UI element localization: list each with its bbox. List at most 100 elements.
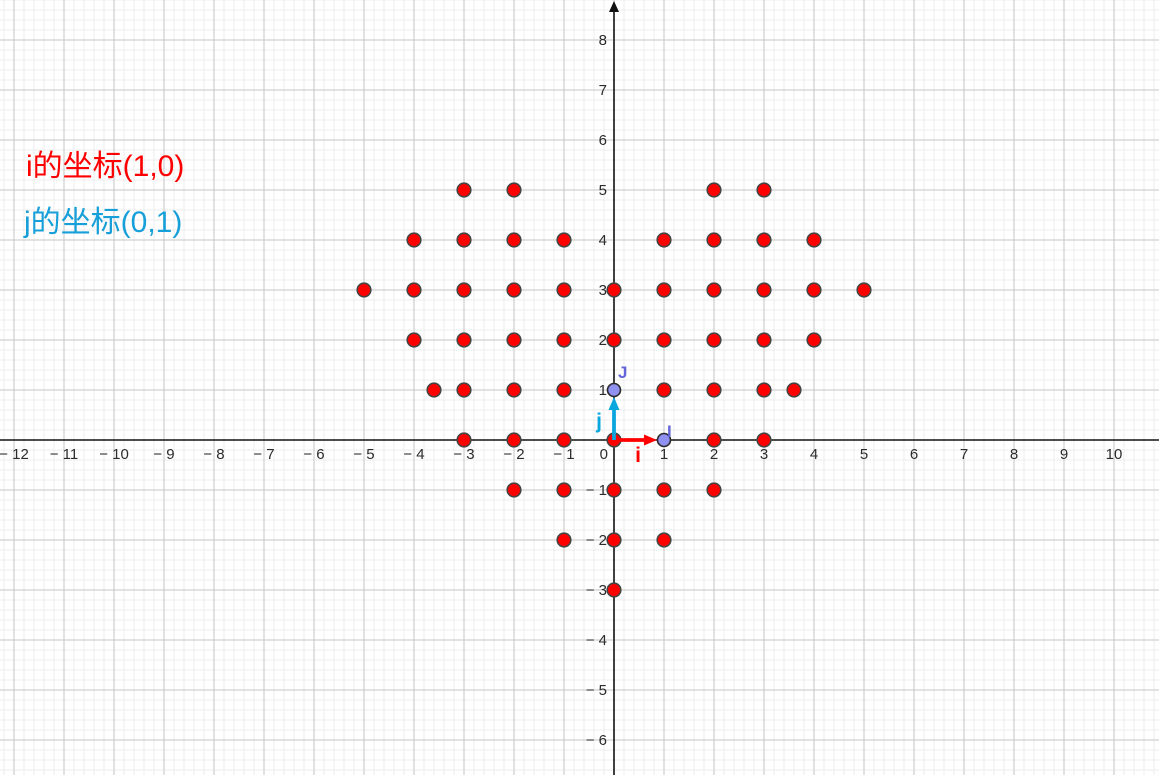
heart-point[interactable] (706, 332, 722, 348)
heart-point[interactable] (456, 282, 472, 298)
heart-point[interactable] (506, 482, 522, 498)
heart-point[interactable] (756, 232, 772, 248)
heart-point[interactable] (706, 432, 722, 448)
heart-point[interactable] (506, 382, 522, 398)
heart-point[interactable] (656, 232, 672, 248)
y-tick-label: − 1 (586, 482, 607, 499)
x-tick-label: − 4 (403, 446, 424, 463)
heart-point[interactable] (656, 282, 672, 298)
y-tick-label: − 2 (586, 532, 607, 549)
heart-point[interactable] (456, 432, 472, 448)
heart-point[interactable] (556, 432, 572, 448)
x-tick-label: 5 (860, 446, 868, 463)
y-tick-label: 6 (599, 132, 607, 149)
x-tick-label: − 6 (303, 446, 324, 463)
heart-point[interactable] (656, 382, 672, 398)
heart-point[interactable] (556, 232, 572, 248)
heart-point[interactable] (756, 382, 772, 398)
heart-point[interactable] (356, 282, 372, 298)
x-tick-label: − 9 (153, 446, 174, 463)
x-tick-label: − 2 (503, 446, 524, 463)
heart-point[interactable] (506, 182, 522, 198)
i-coordinate-text[interactable]: i的坐标(1,0) (26, 150, 185, 183)
x-tick-label: 3 (760, 446, 768, 463)
heart-point[interactable] (406, 232, 422, 248)
heart-point[interactable] (556, 282, 572, 298)
heart-point[interactable] (706, 482, 722, 498)
x-tick-label: − 10 (99, 446, 129, 463)
heart-point[interactable] (506, 432, 522, 448)
y-tick-label: 1 (599, 382, 607, 399)
heart-point[interactable] (606, 332, 622, 348)
heart-point[interactable] (556, 382, 572, 398)
heart-point[interactable] (606, 282, 622, 298)
x-tick-label: − 12 (0, 446, 29, 463)
origin-label: 0 (600, 446, 608, 463)
heart-point[interactable] (456, 382, 472, 398)
heart-point[interactable] (756, 182, 772, 198)
heart-point[interactable] (506, 282, 522, 298)
y-tick-label: 8 (599, 32, 607, 49)
heart-point[interactable] (706, 232, 722, 248)
heart-point[interactable] (606, 582, 622, 598)
y-tick-label: 7 (599, 82, 607, 99)
heart-point[interactable] (506, 232, 522, 248)
basis-point-label-J: J (618, 363, 627, 382)
y-tick-label: − 6 (586, 732, 607, 749)
heart-point[interactable] (456, 332, 472, 348)
heart-point[interactable] (806, 232, 822, 248)
heart-point[interactable] (786, 382, 802, 398)
heart-point[interactable] (856, 282, 872, 298)
x-tick-label: 8 (1010, 446, 1018, 463)
vector-j-label: j (595, 410, 602, 433)
y-tick-label: 3 (599, 282, 607, 299)
heart-point[interactable] (806, 282, 822, 298)
heart-point[interactable] (656, 482, 672, 498)
heart-point[interactable] (406, 282, 422, 298)
heart-point[interactable] (656, 532, 672, 548)
x-tick-label: 9 (1060, 446, 1068, 463)
y-tick-label: 2 (599, 332, 607, 349)
heart-point[interactable] (506, 332, 522, 348)
x-tick-label: − 3 (453, 446, 474, 463)
heart-point[interactable] (806, 332, 822, 348)
heart-point[interactable] (756, 432, 772, 448)
heart-point[interactable] (556, 532, 572, 548)
x-tick-label: 7 (960, 446, 968, 463)
heart-point[interactable] (706, 382, 722, 398)
heart-point[interactable] (706, 182, 722, 198)
heart-point[interactable] (656, 332, 672, 348)
x-tick-label: 10 (1106, 446, 1123, 463)
basis-point-label-I: I (667, 422, 672, 441)
heart-point[interactable] (756, 332, 772, 348)
x-tick-label: − 5 (353, 446, 374, 463)
vector-j-arrowhead[interactable] (608, 397, 620, 410)
heart-point[interactable] (606, 482, 622, 498)
vector-i-arrowhead[interactable] (644, 434, 657, 446)
x-tick-label: 1 (660, 446, 668, 463)
x-tick-label: − 1 (553, 446, 574, 463)
heart-point[interactable] (406, 332, 422, 348)
j-coordinate-text[interactable]: j的坐标(0,1) (24, 206, 183, 239)
heart-point[interactable] (426, 382, 442, 398)
y-tick-label: − 4 (586, 632, 607, 649)
heart-point[interactable] (556, 332, 572, 348)
x-tick-label: 6 (910, 446, 918, 463)
y-tick-label: 4 (599, 232, 607, 249)
x-tick-label: − 11 (50, 446, 79, 463)
x-tick-label: − 8 (203, 446, 224, 463)
vector-i-label: i (635, 444, 641, 467)
x-tick-label: 4 (810, 446, 818, 463)
y-tick-label: − 5 (586, 682, 607, 699)
heart-point[interactable] (756, 282, 772, 298)
basis-point-J[interactable] (606, 382, 622, 398)
basis-point-I[interactable] (656, 432, 672, 448)
y-tick-label: 5 (599, 182, 607, 199)
heart-point[interactable] (556, 482, 572, 498)
heart-point[interactable] (606, 532, 622, 548)
heart-point[interactable] (706, 282, 722, 298)
heart-point[interactable] (456, 232, 472, 248)
heart-point[interactable] (456, 182, 472, 198)
